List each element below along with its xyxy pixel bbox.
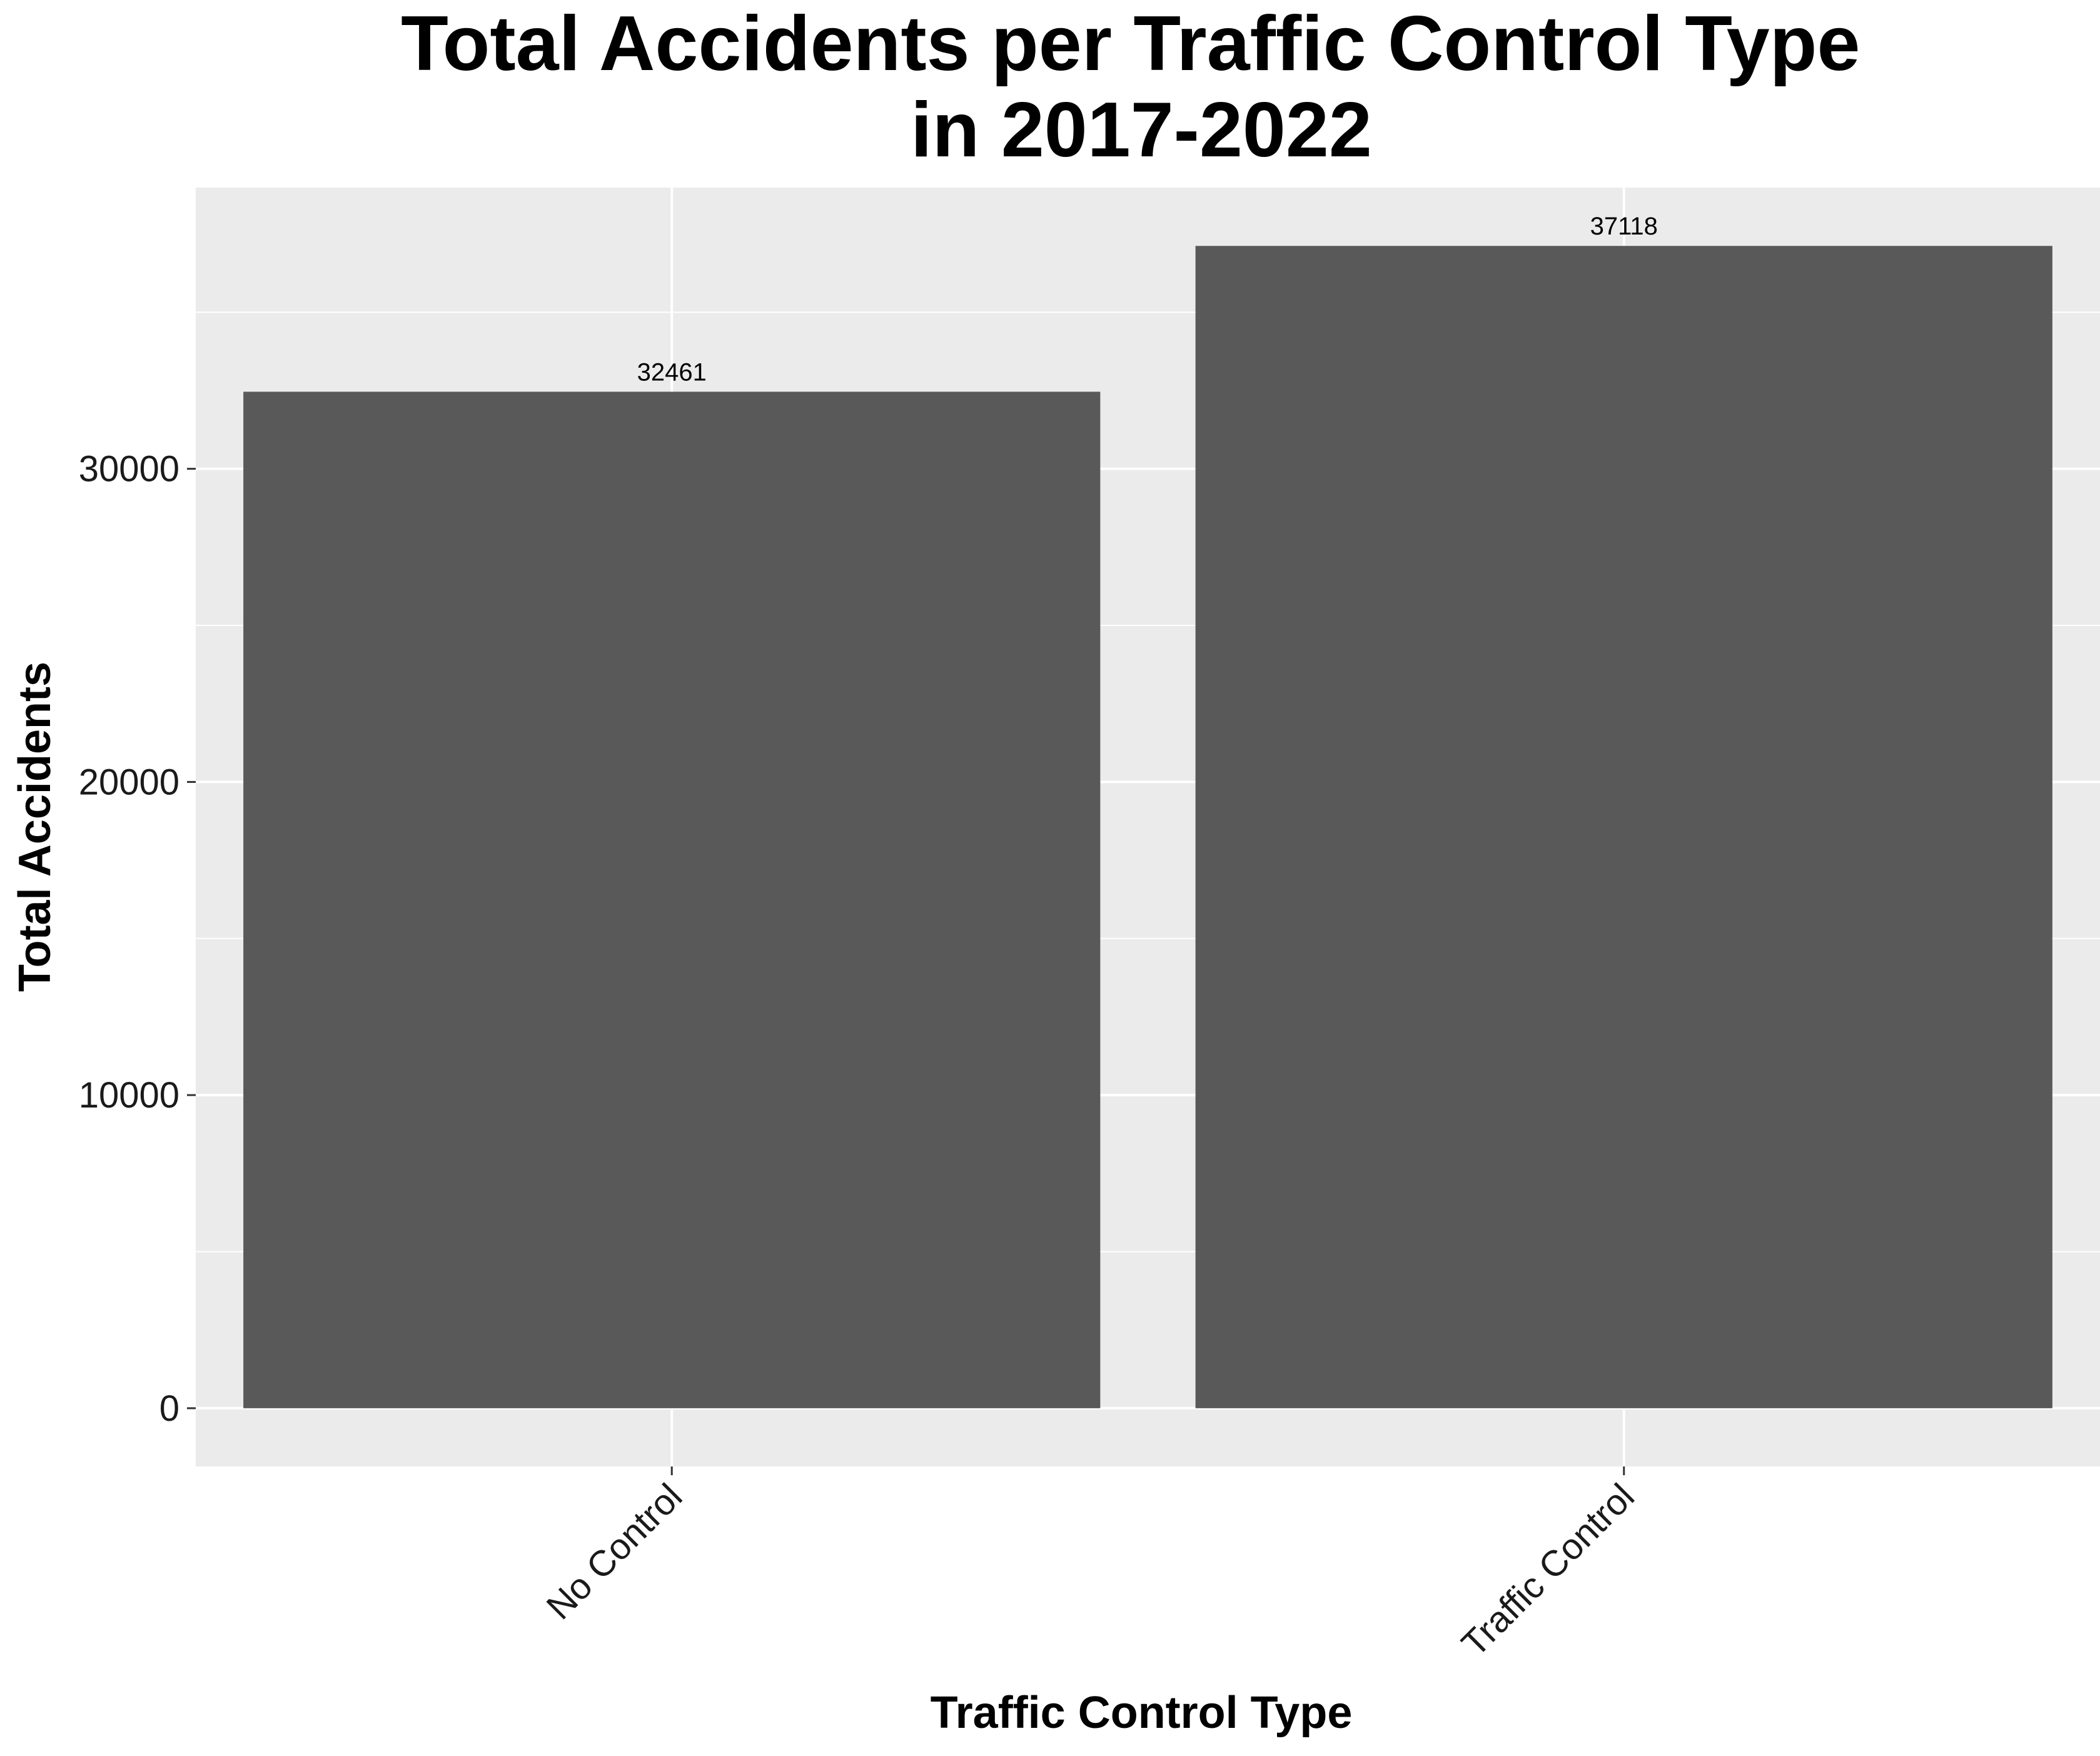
chart-title-line-1: Total Accidents per Traffic Control Type bbox=[401, 1, 1860, 87]
x-tick-label: No Control bbox=[538, 1476, 690, 1627]
y-tick-label: 20000 bbox=[79, 762, 179, 802]
bar-value-label: 32461 bbox=[637, 358, 707, 386]
x-tick-label: Traffic Control bbox=[1454, 1476, 1642, 1664]
bars bbox=[243, 246, 2052, 1408]
x-axis-title: Traffic Control Type bbox=[931, 1688, 1353, 1738]
y-axis-title: Total Accidents bbox=[10, 662, 60, 992]
y-tick-label: 10000 bbox=[79, 1075, 179, 1116]
bar bbox=[243, 391, 1101, 1408]
chart-title: Total Accidents per Traffic Control Type… bbox=[401, 1, 1882, 173]
bar-value-label: 37118 bbox=[1590, 213, 1658, 240]
bar bbox=[1195, 246, 2052, 1408]
y-tick-label: 30000 bbox=[79, 449, 179, 490]
data-labels: 32461 37118 bbox=[637, 213, 1658, 386]
y-tick-label: 0 bbox=[159, 1388, 179, 1429]
chart-title-line-2: in 2017-2022 bbox=[911, 87, 1372, 173]
